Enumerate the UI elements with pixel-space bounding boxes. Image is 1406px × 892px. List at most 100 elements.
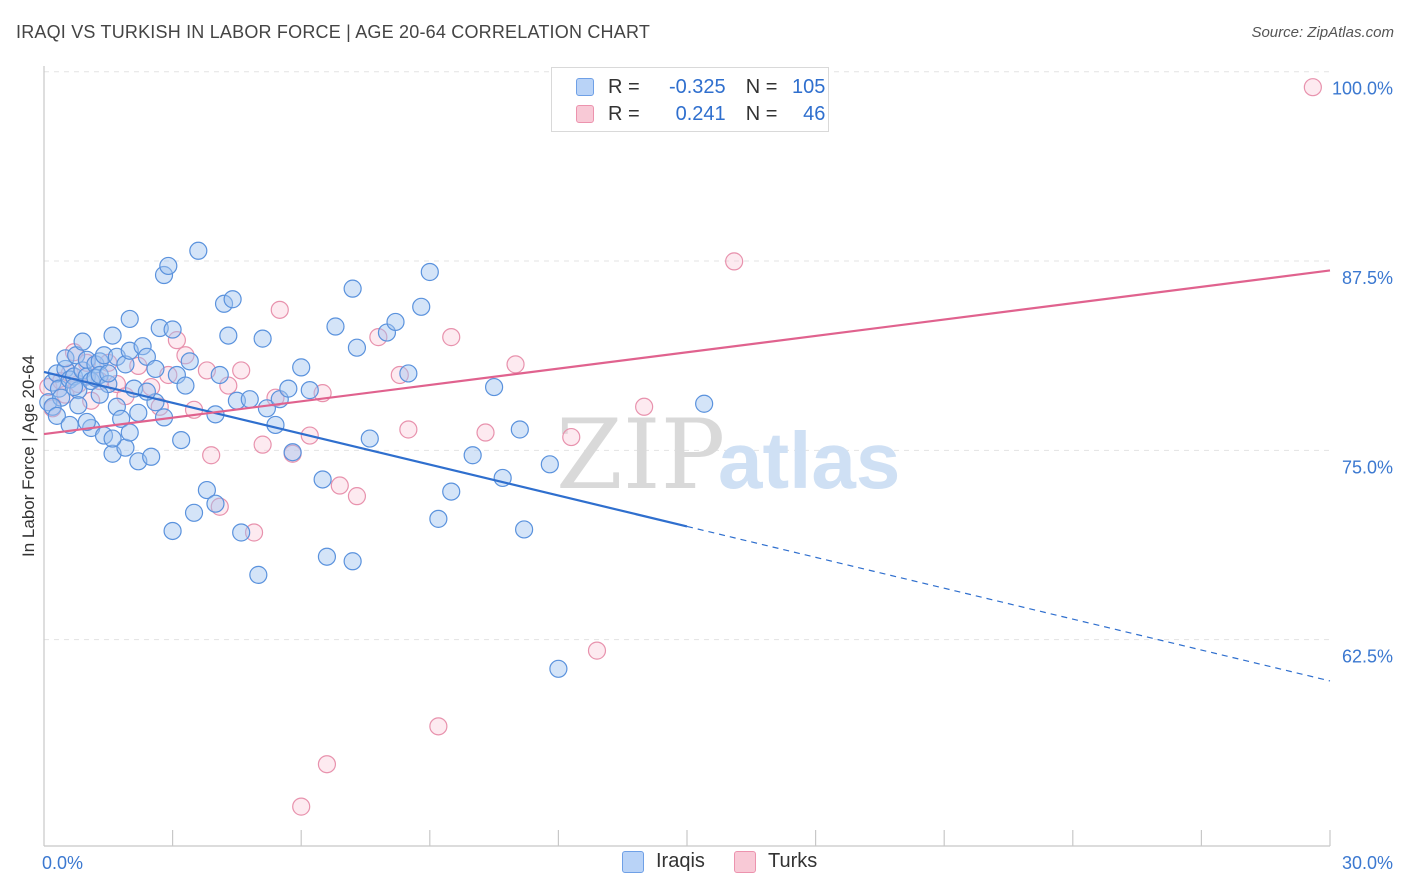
- legend-r-value-iraqis: -0.325: [668, 75, 726, 98]
- iraqi-point: [120, 309, 139, 329]
- iraqi-point: [176, 376, 195, 395]
- turk-point: [347, 487, 367, 506]
- iraqi-point: [695, 394, 714, 413]
- iraqi-point: [116, 355, 135, 374]
- iraqi-point: [120, 423, 139, 442]
- series-legend-iraqis: Iraqis: [622, 850, 705, 873]
- iraqi-point: [223, 290, 242, 309]
- turk-point: [725, 252, 744, 271]
- iraqi-point: [313, 470, 332, 489]
- iraqi-point: [420, 262, 439, 282]
- legend-r-label: R =: [608, 75, 640, 98]
- iraqi-point: [399, 364, 418, 383]
- iraqi-point: [163, 521, 182, 541]
- turk-point: [442, 328, 461, 347]
- turk-point: [399, 420, 418, 439]
- x-tick-labels: 0.0% 30.0%: [42, 853, 1393, 873]
- correlation-legend: R = -0.325 N = 105 R = 0.241 N = 46: [551, 67, 829, 132]
- iraqi-point: [214, 294, 234, 313]
- series-legend-turks: Turks: [734, 850, 817, 873]
- y-tick-label: 100.0%: [1332, 79, 1393, 99]
- turk-point: [270, 300, 289, 319]
- turk-point: [202, 446, 221, 465]
- turk-point: [429, 717, 448, 736]
- iraqi-point: [99, 364, 118, 383]
- turk-point: [244, 523, 264, 542]
- iraqi-point: [232, 523, 251, 542]
- trend-lines: [43, 269, 1331, 682]
- iraqi-point: [549, 659, 568, 678]
- iraqi-point: [326, 317, 345, 336]
- iraqi-point: [69, 396, 88, 415]
- iraqi-point: [73, 332, 92, 351]
- x-tick-label: 30.0%: [1342, 853, 1393, 873]
- turk-point: [167, 331, 186, 350]
- iraqi-point: [253, 329, 272, 348]
- iraqi-point: [146, 359, 165, 379]
- iraqis-trend-line: [43, 370, 688, 528]
- iraqi-point: [317, 547, 337, 566]
- iraqi-point: [159, 256, 178, 276]
- iraqi-point: [180, 352, 199, 371]
- iraqi-point: [412, 297, 431, 316]
- iraqi-point: [133, 337, 152, 356]
- iraqi-point: [142, 447, 161, 466]
- iraqi-point: [343, 552, 362, 571]
- gridlines: [44, 71, 1330, 641]
- iraqi-point: [540, 455, 559, 474]
- source-credit: Source: ZipAtlas.com: [1251, 24, 1394, 41]
- x-tick-label: 0.0%: [42, 853, 83, 873]
- iraqi-point: [219, 326, 238, 345]
- legend-label-turks: Turks: [768, 850, 818, 872]
- iraqi-point: [154, 265, 174, 285]
- watermark-zip: ZIP: [556, 399, 725, 511]
- y-tick-label: 62.5%: [1342, 647, 1393, 667]
- iraqi-point: [163, 320, 182, 339]
- iraqi-point: [347, 338, 367, 357]
- iraqi-point: [206, 494, 225, 513]
- turk-point: [1303, 78, 1322, 97]
- iraqi-point: [197, 480, 216, 500]
- y-tick-label: 75.0%: [1342, 457, 1393, 477]
- iraqi-point: [107, 397, 126, 416]
- y-tick-label: 87.5%: [1342, 268, 1393, 288]
- turk-point: [476, 423, 495, 442]
- watermark-atlas: atlas: [718, 416, 900, 505]
- turk-point: [253, 435, 272, 454]
- turk-point: [506, 355, 525, 374]
- y-tick-labels: 100.0% 87.5% 75.0% 62.5%: [1332, 79, 1393, 667]
- legend-row-iraqis: R = -0.325 N = 105: [576, 74, 825, 100]
- iraqi-point: [77, 412, 96, 432]
- legend-swatch-iraqis: [576, 78, 594, 96]
- iraqi-point: [43, 397, 62, 416]
- legend-row-turks: R = 0.241 N = 46: [576, 101, 825, 127]
- iraqi-point: [343, 279, 362, 298]
- turk-point: [562, 427, 581, 447]
- turk-point: [232, 361, 251, 380]
- x-ticks: [172, 830, 1331, 846]
- iraqi-point: [442, 482, 461, 501]
- iraqi-point: [360, 429, 379, 448]
- legend-label-iraqis: Iraqis: [656, 850, 705, 872]
- legend-r-value-turks: 0.241: [675, 102, 726, 125]
- legend-n-value-iraqis: 105: [792, 75, 826, 98]
- turk-point: [369, 328, 388, 347]
- iraqi-point: [103, 429, 122, 448]
- legend-swatch-turks: [576, 105, 594, 123]
- iraqi-point: [283, 443, 302, 462]
- iraqi-point: [56, 349, 75, 368]
- turk-point: [292, 797, 311, 816]
- turks-trend-line: [43, 269, 1331, 436]
- iraqi-point: [510, 420, 529, 439]
- legend-n-label: N =: [745, 75, 778, 98]
- iraqi-point: [515, 520, 534, 539]
- iraqi-point: [266, 415, 285, 435]
- turk-point: [587, 641, 607, 660]
- legend-swatch-iraqis: [622, 850, 644, 873]
- iraqi-point: [279, 379, 298, 398]
- iraqi-point: [386, 312, 405, 332]
- iraqi-point: [103, 326, 122, 345]
- iraqi-point: [249, 565, 268, 584]
- iraqi-point: [300, 381, 319, 400]
